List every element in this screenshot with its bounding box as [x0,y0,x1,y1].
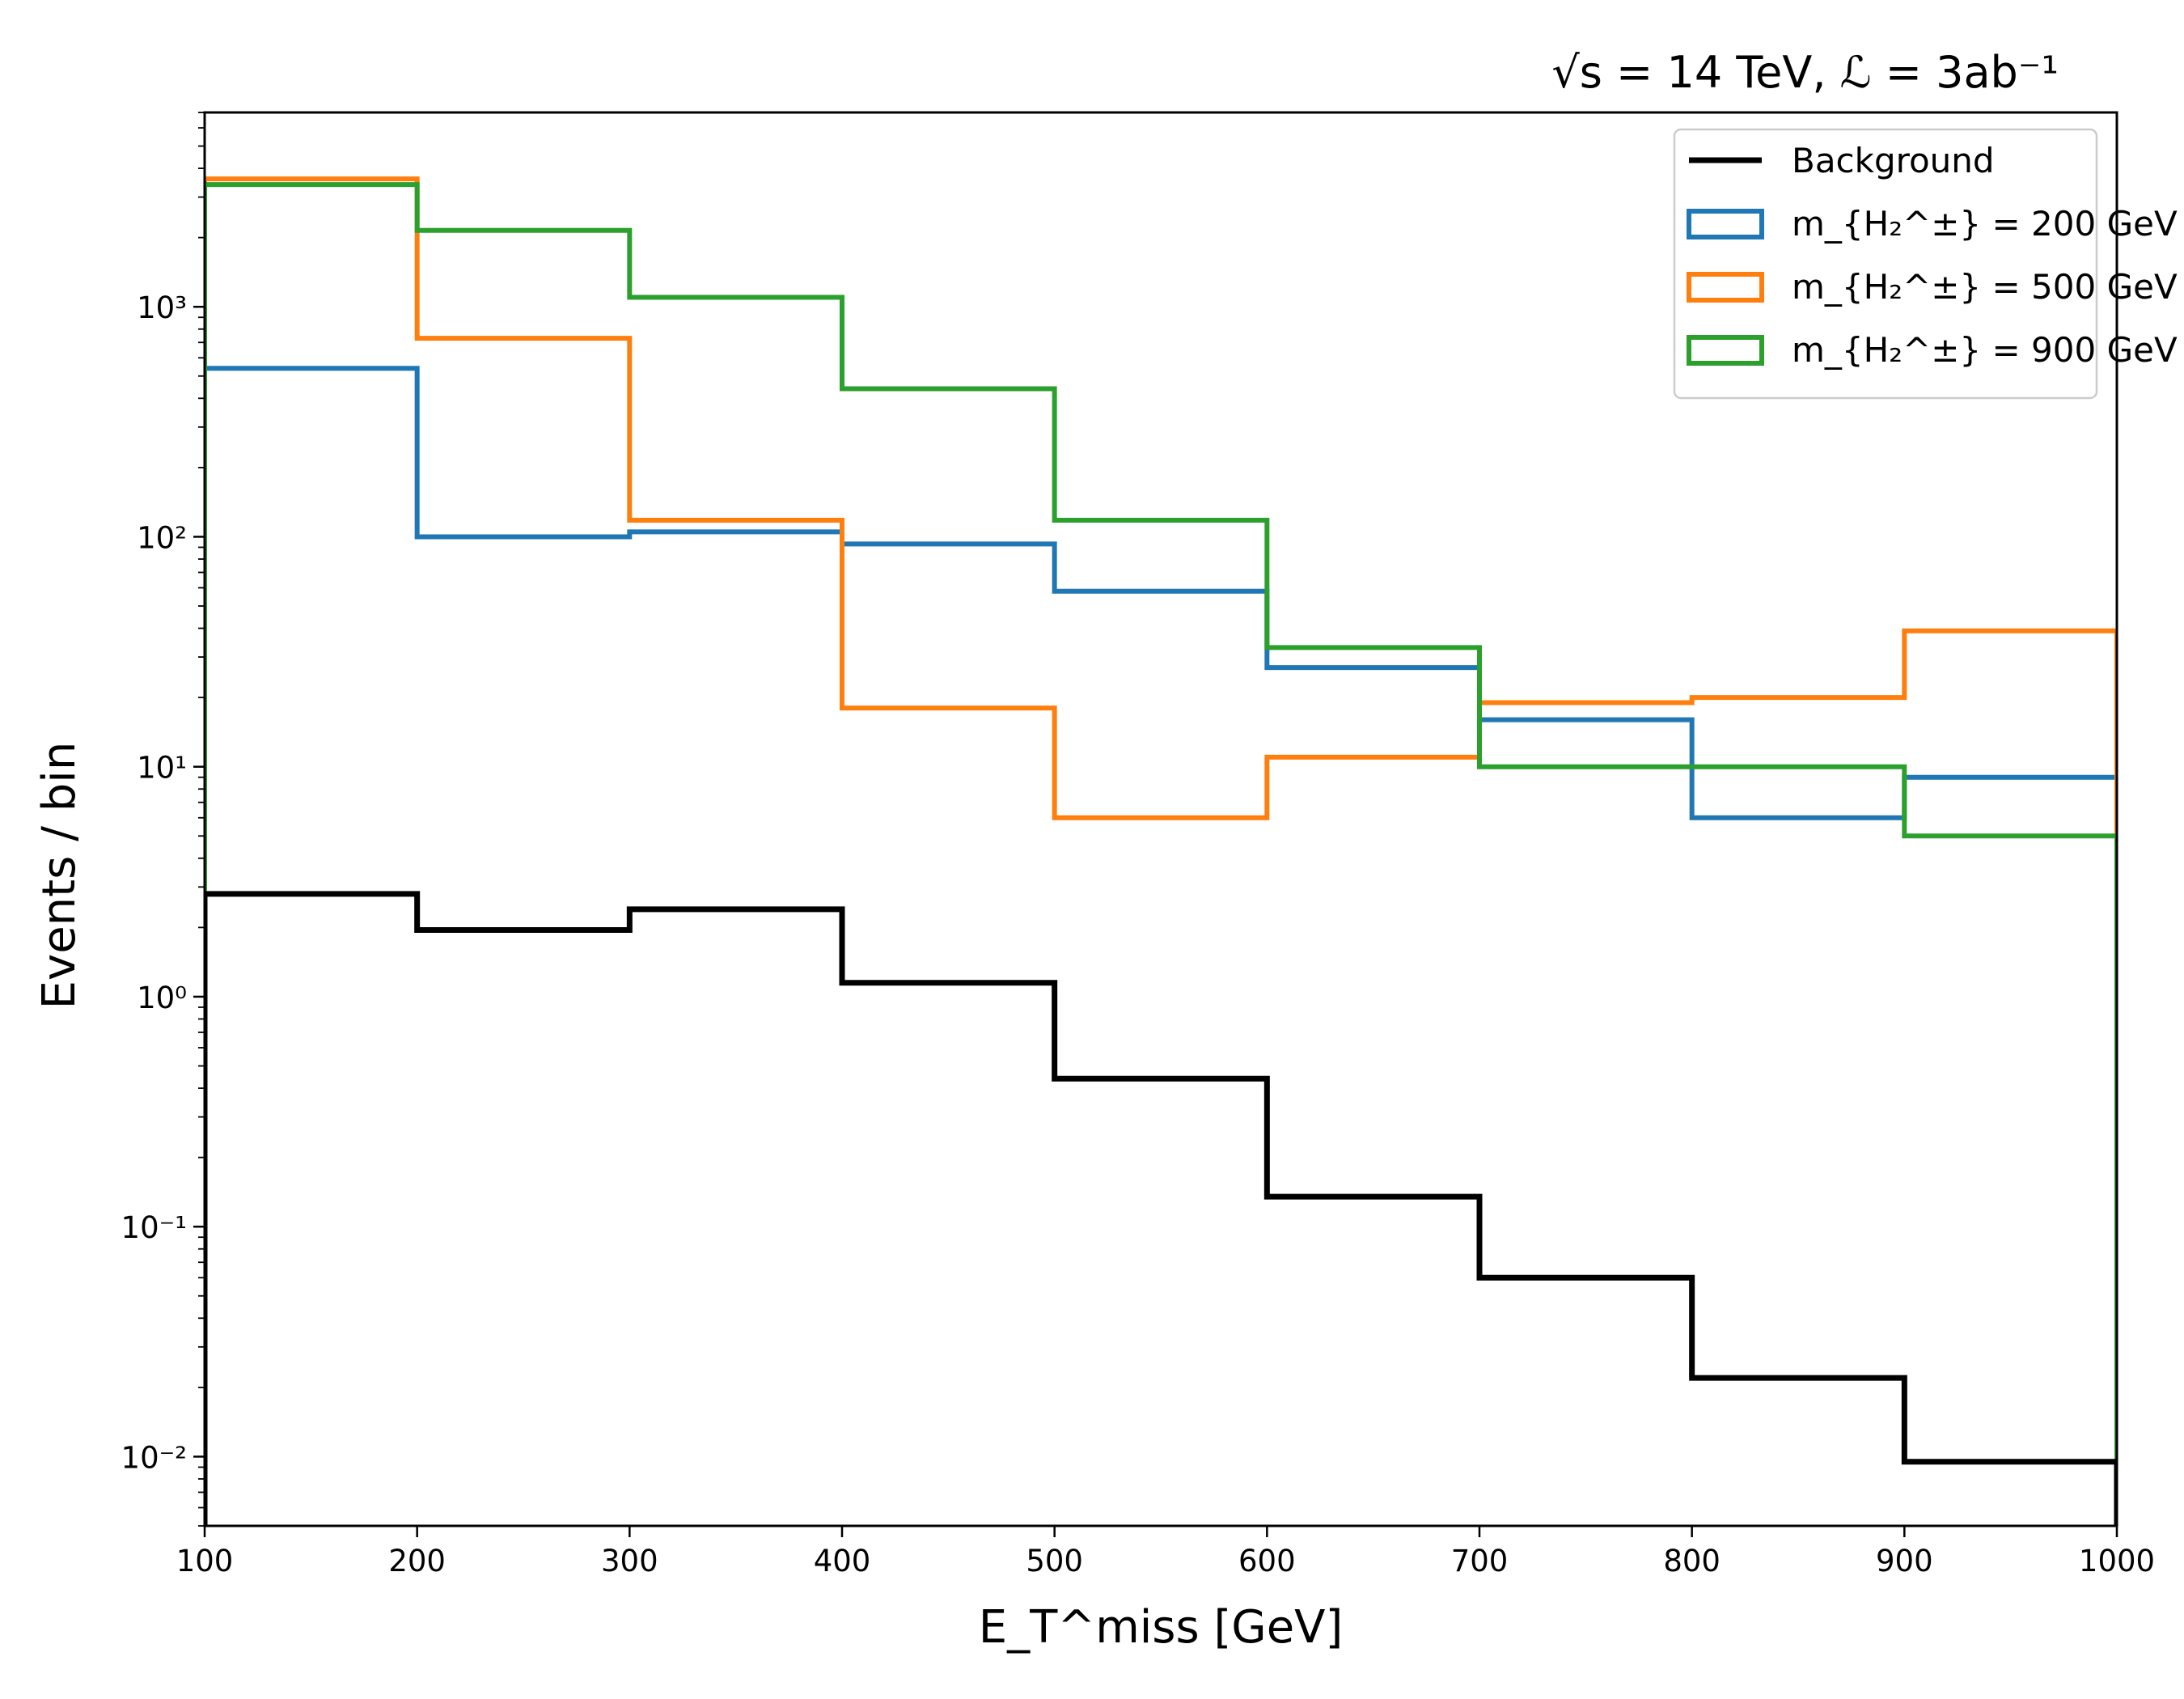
y-tick-label: 10¹ [137,751,187,786]
axes: 100 200 300 400 500 600 700 800 900 1000 10⁻² 10⁻¹ 1… [121,111,2155,1578]
x-tick-label: 100 [176,1544,234,1578]
plot-area [205,176,2117,1526]
x-tick-label: 600 [1238,1544,1296,1578]
y-tick-label: 10⁻¹ [121,1210,187,1245]
x-tick-label: 500 [1026,1544,1083,1578]
x-axis-label: E_T^miss [GeV] [979,1601,1344,1654]
x-tick-label: 900 [1876,1544,1933,1578]
x-tick-label: 200 [388,1544,446,1578]
legend-label: m_{H₂^±} = 500 GeV [1792,267,2178,307]
legend-swatch [1687,335,1764,366]
x-tick-label: 1000 [2079,1544,2155,1578]
y-axis-label: Events / bin [33,742,86,1010]
y-tick-label: 10⁰ [137,981,187,1015]
legend-label: Background [1792,141,1995,180]
chart-title: √s = 14 TeV, ℒ = 3ab⁻¹ [1551,47,2059,98]
plot-frame [203,111,2118,1527]
series-line-background [205,891,2117,1526]
legend-swatch [1687,209,1764,239]
legend: Background m_{H₂^±} = 200 GeV m_{H₂^±} = 5… [1673,128,2178,400]
legend-box [1673,128,2098,400]
legend-label: m_{H₂^±} = 200 GeV [1792,204,2178,244]
x-tick-label: 700 [1451,1544,1509,1578]
x-tick-label: 400 [814,1544,871,1578]
y-tick-label: 10² [137,520,187,555]
y-tick-label: 10⁻² [121,1440,187,1475]
series-line-m-h2-500-gev [205,176,2117,1526]
x-tick-label: 300 [601,1544,658,1578]
y-tick-label: 10³ [137,290,187,325]
series-line-m-h2-200-gev [205,366,2117,1526]
legend-swatch [1687,272,1764,303]
legend-label: m_{H₂^±} = 900 GeV [1792,330,2178,370]
x-tick-label: 800 [1663,1544,1721,1578]
series-line-m-h2-900-gev [205,182,2117,1526]
